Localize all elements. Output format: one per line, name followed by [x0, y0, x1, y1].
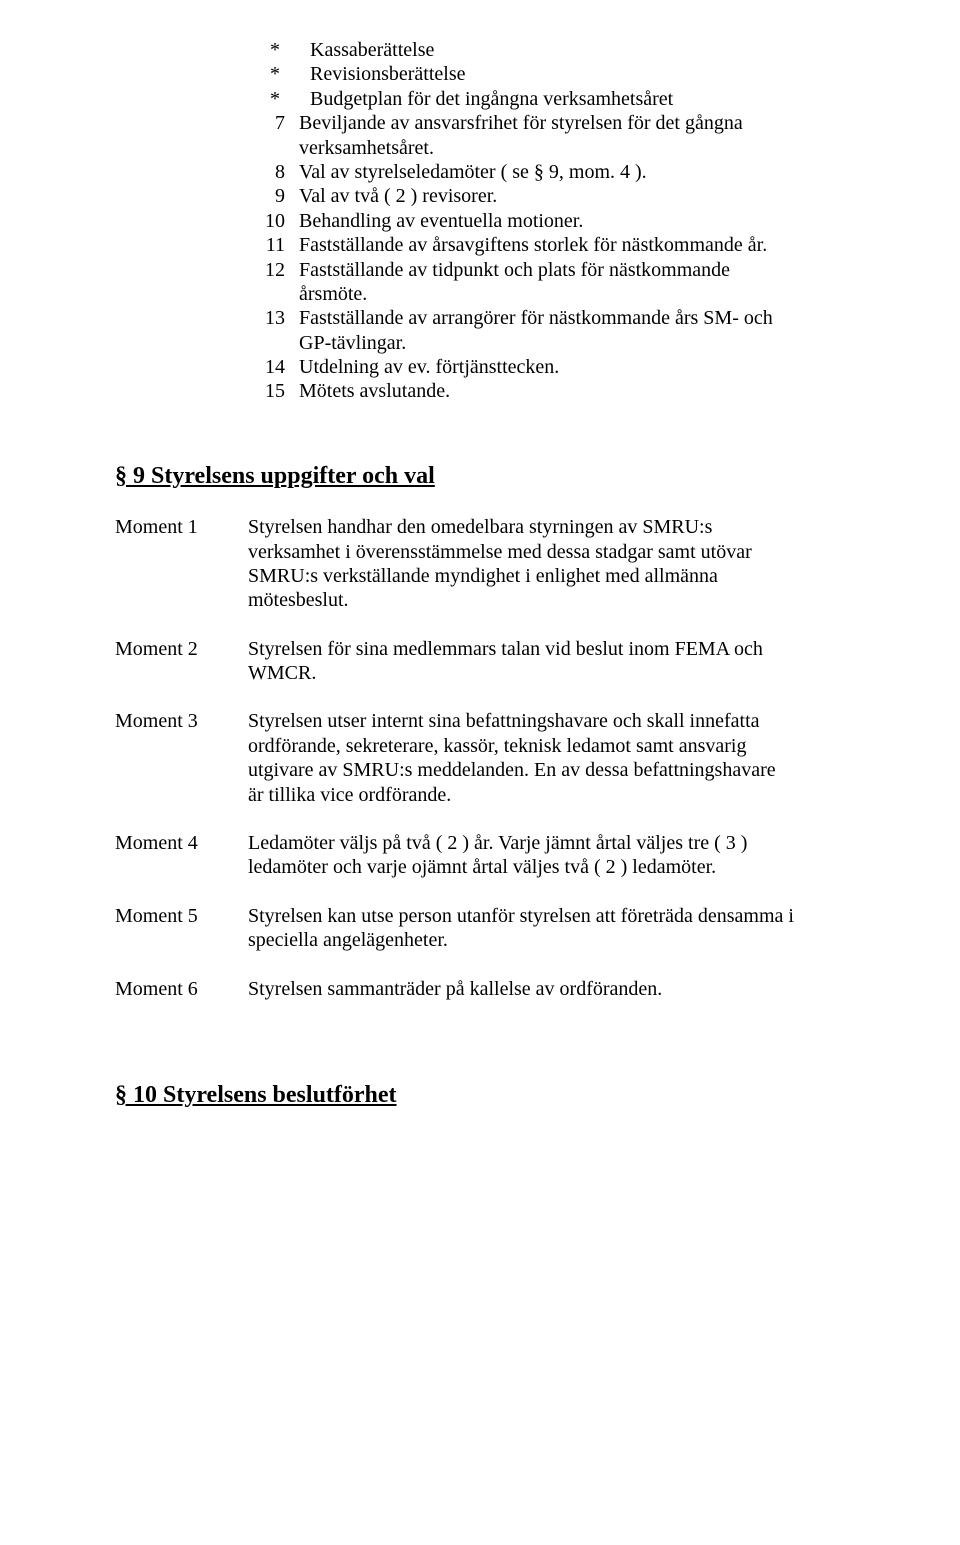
list-item-number: 11: [245, 233, 299, 257]
list-item-text: Utdelning av ev. förtjänsttecken.: [299, 355, 783, 379]
list-item-bullet: * Budgetplan för det ingångna verksamhet…: [270, 87, 783, 111]
list-item-text: Kassaberättelse: [310, 38, 434, 62]
list-item-number: 13: [245, 306, 299, 355]
list-item-text: Val av två ( 2 ) revisorer.: [299, 184, 783, 208]
moment-row: Moment 1 Styrelsen handhar den omedelbar…: [115, 515, 845, 613]
list-item: 15 Mötets avslutande.: [245, 379, 783, 403]
moment-text: Ledamöter väljs på två ( 2 ) år. Varje j…: [248, 831, 845, 880]
moment-row: Moment 6 Styrelsen sammanträder på kalle…: [115, 977, 845, 1001]
list-item: 8 Val av styrelseledamöter ( se § 9, mom…: [245, 160, 783, 184]
section-9-heading: § 9 Styrelsens uppgifter och val: [115, 462, 845, 491]
list-item-text: Beviljande av ansvarsfrihet för styrelse…: [299, 111, 783, 160]
list-item-text: Fastställande av tidpunkt och plats för …: [299, 258, 783, 307]
document-page: * Kassaberättelse * Revisionsberättelse …: [0, 0, 960, 1545]
list-item: 11 Fastställande av årsavgiftens storlek…: [245, 233, 783, 257]
moment-row: Moment 2 Styrelsen för sina medlemmars t…: [115, 637, 845, 686]
moment-row: Moment 5 Styrelsen kan utse person utanf…: [115, 904, 845, 953]
list-item: 7 Beviljande av ansvarsfrihet för styrel…: [245, 111, 783, 160]
moment-row: Moment 3 Styrelsen utser internt sina be…: [115, 709, 845, 807]
bullet-star: *: [270, 62, 310, 86]
list-item: 13 Fastställande av arrangörer för nästk…: [245, 306, 783, 355]
moment-text: Styrelsen utser internt sina befattnings…: [248, 709, 845, 807]
moment-label: Moment 4: [115, 831, 248, 880]
list-item-number: 12: [245, 258, 299, 307]
agenda-list: * Kassaberättelse * Revisionsberättelse …: [270, 38, 783, 404]
list-item-text: Budgetplan för det ingångna verksamhetså…: [310, 87, 673, 111]
list-item-text: Val av styrelseledamöter ( se § 9, mom. …: [299, 160, 783, 184]
list-item: 14 Utdelning av ev. förtjänsttecken.: [245, 355, 783, 379]
list-item-bullet: * Kassaberättelse: [270, 38, 783, 62]
moment-label: Moment 1: [115, 515, 248, 613]
moment-label: Moment 5: [115, 904, 248, 953]
moment-label: Moment 3: [115, 709, 248, 807]
moment-text: Styrelsen sammanträder på kallelse av or…: [248, 977, 845, 1001]
moment-text: Styrelsen handhar den omedelbara styrnin…: [248, 515, 845, 613]
bullet-star: *: [270, 38, 310, 62]
moment-row: Moment 4 Ledamöter väljs på två ( 2 ) år…: [115, 831, 845, 880]
list-item: 12 Fastställande av tidpunkt och plats f…: [245, 258, 783, 307]
moment-label: Moment 2: [115, 637, 248, 686]
list-item-number: 7: [245, 111, 299, 160]
list-item-number: 14: [245, 355, 299, 379]
list-item-bullet: * Revisionsberättelse: [270, 62, 783, 86]
bullet-star: *: [270, 87, 310, 111]
list-item-text: Fastställande av arrangörer för nästkomm…: [299, 306, 783, 355]
moment-text: Styrelsen för sina medlemmars talan vid …: [248, 637, 845, 686]
list-item-number: 10: [245, 209, 299, 233]
section-10-heading: § 10 Styrelsens beslutförhet: [115, 1081, 845, 1110]
list-item: 10 Behandling av eventuella motioner.: [245, 209, 783, 233]
list-item-text: Fastställande av årsavgiftens storlek fö…: [299, 233, 783, 257]
moment-text: Styrelsen kan utse person utanför styrel…: [248, 904, 845, 953]
list-item-number: 8: [245, 160, 299, 184]
list-item-number: 15: [245, 379, 299, 403]
list-item-text: Behandling av eventuella motioner.: [299, 209, 783, 233]
list-item-text: Revisionsberättelse: [310, 62, 466, 86]
list-item: 9 Val av två ( 2 ) revisorer.: [245, 184, 783, 208]
moment-label: Moment 6: [115, 977, 248, 1001]
list-item-number: 9: [245, 184, 299, 208]
list-item-text: Mötets avslutande.: [299, 379, 783, 403]
